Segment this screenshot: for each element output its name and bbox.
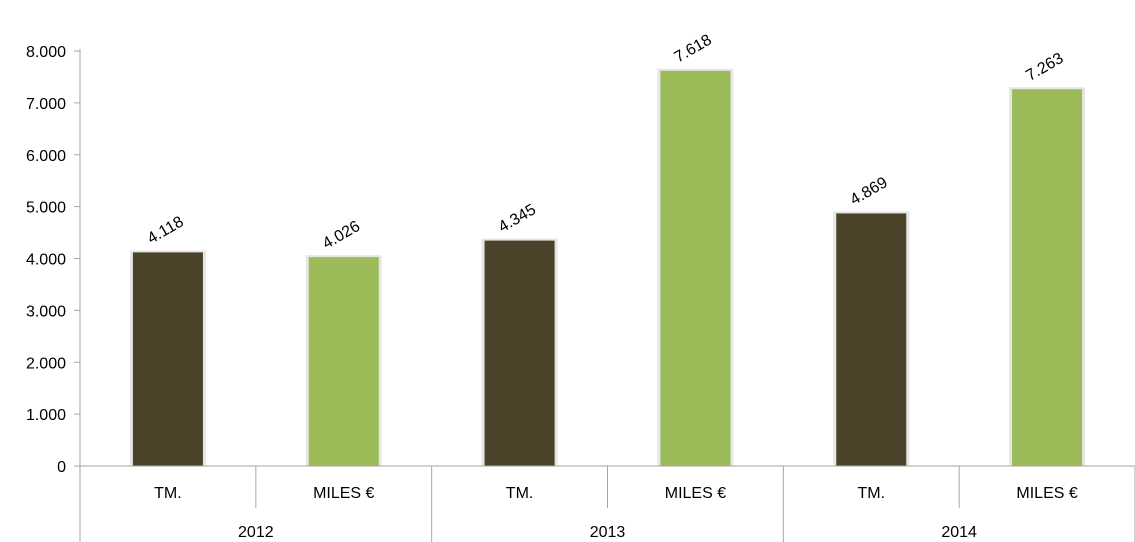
data-label: 7.263 <box>1023 50 1066 85</box>
x-group-label: 2013 <box>590 524 626 541</box>
y-tick-label: 2.000 <box>26 355 66 372</box>
bar <box>132 252 203 466</box>
y-tick-label: 4.000 <box>26 252 66 269</box>
bar <box>1012 89 1083 466</box>
data-label: 4.345 <box>496 201 539 236</box>
y-tick-label: 8.000 <box>26 44 66 61</box>
bar <box>660 70 731 466</box>
x-category-label: MILES € <box>313 485 374 502</box>
y-tick-label: 3.000 <box>26 303 66 320</box>
y-tick-label: 6.000 <box>26 148 66 165</box>
x-category-label: MILES € <box>665 485 726 502</box>
x-group-label: 2012 <box>238 524 274 541</box>
y-tick-label: 1.000 <box>26 407 66 424</box>
x-axis: TM. MILES € TM. MILES € TM. MILES € 2012 2013 20… <box>79 465 1135 542</box>
data-label: 7.618 <box>672 31 715 66</box>
data-label: 4.869 <box>847 174 890 209</box>
y-tick-label: 5.000 <box>26 200 66 217</box>
y-axis: 0 1.000 2.000 3.000 4.000 5.000 6.000 7.000 8.00… <box>26 44 81 476</box>
data-label: 4.026 <box>320 218 363 253</box>
bar <box>308 257 379 466</box>
data-label: 4.118 <box>145 213 187 247</box>
x-group-label: 2014 <box>941 524 977 541</box>
y-tick-label: 7.000 <box>26 96 66 113</box>
bars: 4.118 4.026 4.345 7.618 4.869 7.263 <box>129 31 1086 466</box>
x-category-label: TM. <box>857 485 885 502</box>
bar <box>484 240 555 466</box>
x-category-label: MILES € <box>1016 485 1077 502</box>
bar <box>836 213 907 466</box>
x-category-label: TM. <box>154 485 182 502</box>
y-tick-label: 0 <box>57 459 66 476</box>
x-category-label: TM. <box>506 485 534 502</box>
